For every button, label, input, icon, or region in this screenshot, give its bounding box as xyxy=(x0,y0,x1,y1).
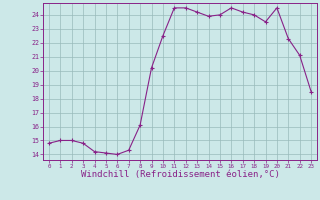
X-axis label: Windchill (Refroidissement éolien,°C): Windchill (Refroidissement éolien,°C) xyxy=(81,170,279,179)
